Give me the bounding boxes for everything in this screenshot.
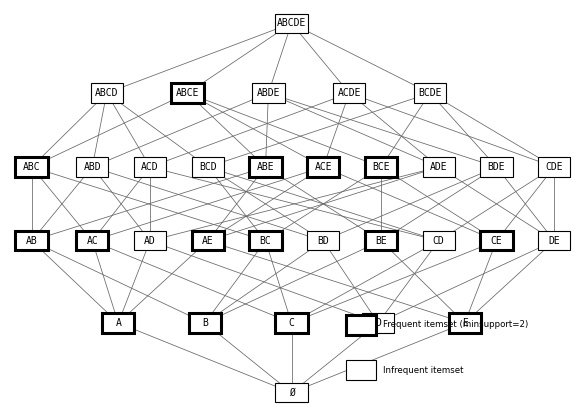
FancyBboxPatch shape [171, 84, 203, 103]
Text: ABCDE: ABCDE [277, 18, 306, 28]
Text: BCD: BCD [199, 162, 216, 172]
Text: BC: BC [259, 236, 272, 246]
Text: CD: CD [433, 236, 445, 246]
FancyBboxPatch shape [16, 157, 48, 177]
Text: ADE: ADE [430, 162, 448, 172]
Text: C: C [289, 318, 294, 328]
Text: ABCD: ABCD [95, 88, 118, 98]
Text: ACD: ACD [141, 162, 159, 172]
Text: ABC: ABC [23, 162, 40, 172]
FancyBboxPatch shape [423, 157, 455, 177]
Text: D: D [375, 318, 381, 328]
FancyBboxPatch shape [275, 383, 308, 402]
Text: BCDE: BCDE [419, 88, 442, 98]
FancyBboxPatch shape [346, 315, 377, 334]
FancyBboxPatch shape [275, 14, 308, 33]
Text: Ø: Ø [289, 388, 294, 398]
FancyBboxPatch shape [250, 157, 282, 177]
Text: ABD: ABD [83, 162, 101, 172]
Text: ABDE: ABDE [257, 88, 280, 98]
FancyBboxPatch shape [538, 231, 570, 250]
Text: AB: AB [26, 236, 37, 246]
Text: AD: AD [144, 236, 156, 246]
Text: BDE: BDE [488, 162, 505, 172]
FancyBboxPatch shape [365, 231, 397, 250]
FancyBboxPatch shape [76, 231, 108, 250]
Text: A: A [115, 318, 121, 328]
FancyBboxPatch shape [192, 157, 224, 177]
FancyBboxPatch shape [189, 313, 221, 332]
FancyBboxPatch shape [76, 157, 108, 177]
Text: BCE: BCE [372, 162, 390, 172]
FancyBboxPatch shape [307, 157, 339, 177]
Text: ACE: ACE [314, 162, 332, 172]
FancyBboxPatch shape [362, 313, 394, 332]
FancyBboxPatch shape [16, 231, 48, 250]
FancyBboxPatch shape [480, 231, 512, 250]
FancyBboxPatch shape [365, 157, 397, 177]
FancyBboxPatch shape [250, 231, 282, 250]
Text: ABCE: ABCE [176, 88, 199, 98]
FancyBboxPatch shape [90, 84, 123, 103]
Text: E: E [462, 318, 468, 328]
Text: ACDE: ACDE [338, 88, 361, 98]
FancyBboxPatch shape [307, 231, 339, 250]
FancyBboxPatch shape [252, 84, 285, 103]
Text: Frequent itemset (minsupport=2): Frequent itemset (minsupport=2) [383, 320, 529, 329]
FancyBboxPatch shape [102, 313, 135, 332]
FancyBboxPatch shape [480, 157, 512, 177]
FancyBboxPatch shape [346, 361, 377, 380]
Text: BD: BD [317, 236, 329, 246]
FancyBboxPatch shape [192, 231, 224, 250]
Text: DE: DE [549, 236, 560, 246]
Text: ABE: ABE [257, 162, 275, 172]
Text: AC: AC [86, 236, 98, 246]
FancyBboxPatch shape [448, 313, 481, 332]
Text: BE: BE [375, 236, 387, 246]
FancyBboxPatch shape [275, 313, 308, 332]
Text: CE: CE [491, 236, 503, 246]
Text: Infrequent itemset: Infrequent itemset [383, 366, 464, 375]
FancyBboxPatch shape [423, 231, 455, 250]
Text: B: B [202, 318, 208, 328]
FancyBboxPatch shape [134, 157, 166, 177]
FancyBboxPatch shape [414, 84, 446, 103]
Text: AE: AE [202, 236, 213, 246]
FancyBboxPatch shape [333, 84, 366, 103]
FancyBboxPatch shape [134, 231, 166, 250]
FancyBboxPatch shape [538, 157, 570, 177]
Text: CDE: CDE [546, 162, 563, 172]
